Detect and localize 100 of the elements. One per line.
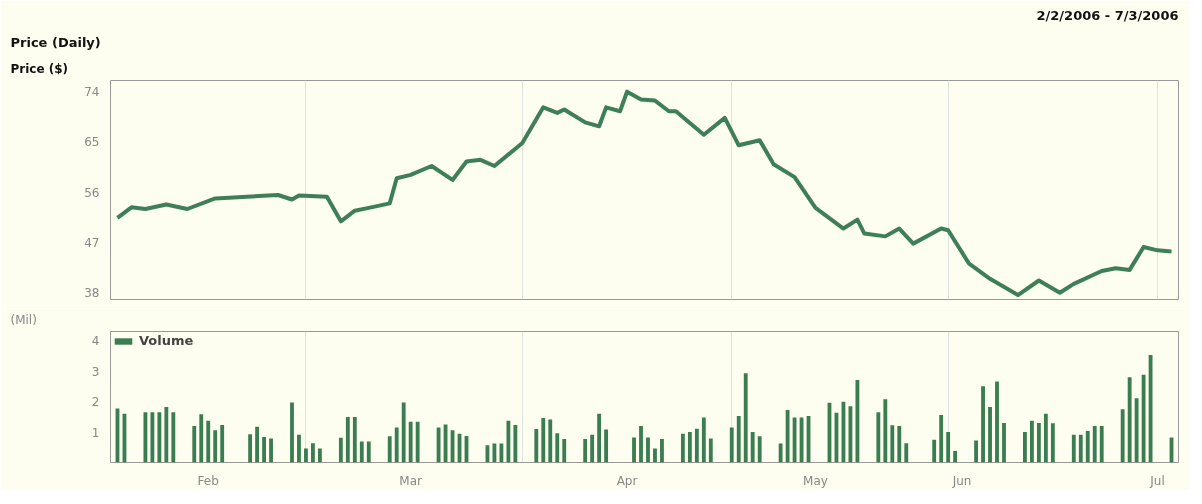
bar [513, 425, 518, 463]
bar [736, 415, 741, 463]
y-tick-label: 1 [91, 425, 100, 440]
chart-title: Price (Daily) [10, 34, 101, 50]
bar [750, 432, 755, 463]
bar [1134, 398, 1139, 463]
bar [583, 439, 588, 463]
bar [729, 427, 734, 463]
bar [269, 438, 273, 463]
y-tick-label: 3 [91, 364, 100, 379]
bar [304, 448, 308, 463]
bar [1092, 425, 1097, 463]
bar [639, 425, 643, 463]
line-series [115, 89, 1174, 298]
bar [338, 437, 343, 463]
bar [1029, 420, 1034, 463]
bar [255, 426, 260, 463]
bar [646, 437, 650, 463]
bar [708, 438, 713, 463]
bar [297, 434, 301, 463]
bar [590, 434, 595, 463]
bar [199, 414, 204, 463]
bar [597, 413, 602, 463]
bar [555, 433, 560, 463]
y-tick-label: 38 [84, 286, 100, 301]
bar [408, 421, 413, 463]
bar [981, 386, 985, 463]
bar [415, 421, 420, 463]
bar [345, 417, 350, 463]
bar [1043, 413, 1048, 463]
bar [653, 448, 657, 463]
bar [262, 436, 266, 463]
x-tick-label: May [803, 473, 828, 488]
chart-subtitle: 2/2/2006 - 7/3/2006 [1036, 7, 1179, 23]
bar [946, 432, 951, 463]
bar [143, 412, 148, 463]
bar [883, 399, 888, 463]
bar [988, 407, 992, 463]
bar [387, 436, 392, 463]
bar [192, 425, 197, 463]
y-tick-label: 2 [91, 395, 100, 410]
bar [359, 441, 364, 463]
bar [701, 417, 706, 463]
bar [953, 450, 958, 463]
bar [1036, 422, 1041, 463]
bar [150, 412, 155, 463]
bar [248, 434, 253, 463]
bar [317, 448, 322, 463]
bar [206, 420, 211, 463]
bar [890, 425, 895, 463]
x-tick-label: Mar [399, 473, 423, 488]
bar [876, 412, 881, 463]
bar [1120, 409, 1125, 463]
bar [220, 425, 225, 463]
x-tick-label: Apr [616, 473, 638, 488]
bar [534, 428, 539, 463]
bar [1141, 374, 1146, 463]
bar [1002, 422, 1006, 463]
bar [366, 441, 371, 463]
bar [1099, 425, 1104, 463]
bar [1085, 431, 1090, 463]
y-tick-label: 74 [84, 85, 100, 100]
bar [604, 429, 609, 463]
y-tick-label: 56 [84, 185, 100, 200]
bar [995, 381, 999, 463]
bar [778, 443, 783, 463]
bar [855, 379, 860, 463]
bar [290, 402, 294, 463]
bar [687, 432, 692, 463]
x-tick-label: Feb [197, 473, 219, 488]
bar [311, 443, 315, 463]
bar [743, 373, 748, 463]
bar [562, 439, 567, 463]
bar [974, 440, 978, 463]
bar [660, 439, 664, 463]
bar [1127, 377, 1132, 463]
bar [541, 418, 546, 463]
bar [939, 414, 944, 463]
bar [785, 410, 790, 463]
bar [694, 428, 699, 463]
bar [548, 419, 553, 463]
x-tick-label: Jun [951, 473, 972, 488]
legend-label: Volume [139, 333, 194, 348]
y-axis-title: Price ($) [10, 61, 69, 76]
bar [1078, 434, 1083, 463]
y-axis-title: (Mil) [10, 312, 37, 327]
bar [757, 436, 762, 463]
bar [1071, 434, 1076, 463]
bar [904, 443, 909, 463]
y-tick-label: 65 [84, 135, 100, 150]
bar [157, 412, 162, 463]
bar [171, 412, 176, 463]
bar [1050, 423, 1055, 463]
bar [164, 407, 169, 463]
bar [897, 425, 902, 463]
bar [506, 420, 511, 463]
bar [352, 417, 357, 463]
y-tick-label: 4 [91, 334, 100, 349]
bar [401, 402, 406, 463]
bar [632, 437, 636, 463]
